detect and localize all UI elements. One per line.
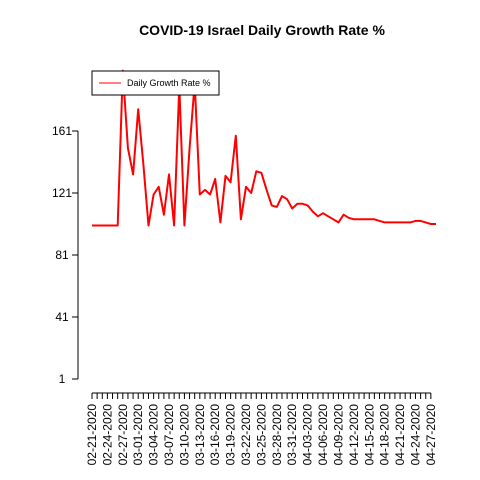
chart-title: COVID-19 Israel Daily Growth Rate % [139, 22, 385, 38]
y-tick-label: 1 [59, 372, 66, 386]
y-tick-label: 121 [52, 186, 72, 200]
x-tick-label: 04-21-2020 [393, 404, 407, 466]
x-tick-label: 03-10-2020 [177, 404, 191, 466]
x-tick-label: 04-03-2020 [301, 404, 315, 466]
y-axis: 1 41 81 121 161 [52, 124, 79, 386]
x-tick-label: 02-21-2020 [85, 404, 99, 466]
y-tick-label: 41 [55, 310, 69, 324]
x-tick-label: 03-31-2020 [285, 404, 299, 466]
x-tick-label: 03-25-2020 [254, 404, 268, 466]
x-tick-label: 04-06-2020 [316, 404, 330, 466]
series-layer [92, 69, 436, 227]
legend: Daily Growth Rate % [91, 70, 220, 96]
x-tick-label: 02-24-2020 [100, 404, 114, 466]
x-tick-label: 03-13-2020 [193, 404, 207, 466]
x-tick-label: 03-16-2020 [208, 404, 222, 466]
series-line [92, 69, 436, 227]
legend-label: Daily Growth Rate % [127, 78, 211, 88]
x-tick-label: 04-27-2020 [424, 404, 438, 466]
y-tick-label: 161 [52, 124, 72, 138]
x-tick-label: 03-04-2020 [147, 404, 161, 466]
x-tick-label: 03-19-2020 [224, 404, 238, 466]
x-tick-label: 04-12-2020 [347, 404, 361, 466]
y-tick-label: 81 [55, 248, 69, 262]
x-tick-label: 03-07-2020 [162, 404, 176, 466]
x-tick-label: 03-28-2020 [270, 404, 284, 466]
x-tick-label: 04-15-2020 [362, 404, 376, 466]
x-tick-label: 04-24-2020 [408, 404, 422, 466]
x-tick-label: 02-27-2020 [116, 404, 130, 466]
x-tick-label: 03-01-2020 [131, 404, 145, 466]
x-tick-label: 04-09-2020 [331, 404, 345, 466]
x-tick-label: 03-22-2020 [239, 404, 253, 466]
x-axis: 02-21-2020 02-24-2020 02-27-2020 03-01-2020… [85, 392, 438, 466]
x-tick-label: 04-18-2020 [378, 404, 392, 466]
